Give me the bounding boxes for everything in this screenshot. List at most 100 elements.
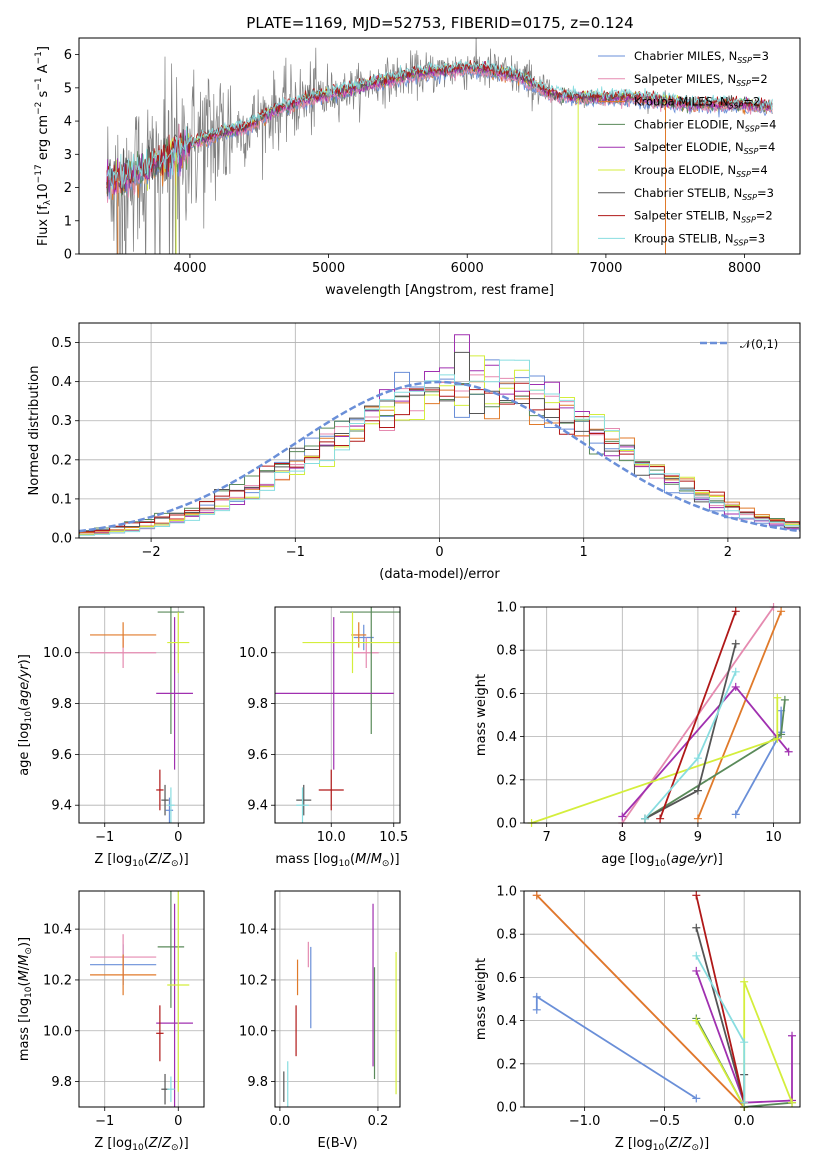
mass-vs-ebv-xtick-label: 0.2 (368, 1114, 389, 1129)
age-vs-mass-spine (274, 606, 401, 824)
residuals-ytick-label: 0.1 (51, 492, 72, 507)
spectrum-ytick-label: 6 (64, 48, 72, 63)
age-vs-Z-plot-area (90, 607, 193, 823)
massweight-vs-age-marker (777, 607, 786, 616)
massweight-vs-Z-marker (532, 992, 541, 1001)
age-vs-Z-ylabel: age [log10(age/yr)] (17, 654, 34, 776)
mass-vs-ebv-plot-area (283, 903, 397, 1107)
age-vs-mass-ytick-label: 9.4 (247, 799, 268, 814)
massweight-vs-Z-marker (740, 1098, 749, 1107)
mass-vs-ebv-frame: 0.0 0.2 9.8 10.0 10.2 10.4 (239, 890, 401, 1129)
massweight-vs-age-series-line (659, 610, 737, 820)
residuals-ytick-label: 0.3 (51, 414, 72, 429)
legend-entry: Kroupa ELODIE, NSSP=4 (634, 163, 768, 179)
mass-vs-ebv-xtick-label: 0.0 (270, 1114, 291, 1129)
massweight-vs-Z-series-line (536, 894, 745, 1108)
mass-vs-Z-ytick-label: 10.4 (43, 923, 72, 938)
mass-vs-ebv-axes (275, 891, 400, 1107)
legend-entry: Chabrier MILES, NSSP=3 (634, 49, 769, 65)
residuals-ytick-label: 0.0 (51, 532, 72, 547)
massweight-vs-age-marker (773, 734, 782, 743)
residuals-xtick-label: −2 (142, 545, 161, 560)
age-vs-mass-errorbar (318, 769, 344, 811)
massweight-vs-Z-marker (532, 1005, 541, 1014)
age-vs-mass-ytick-label: 9.8 (247, 697, 268, 712)
massweight-vs-age-ytick-label: 0.8 (496, 644, 517, 659)
age-vs-Z-errorbar (90, 622, 157, 648)
age-vs-Z-ytick-label: 9.6 (51, 748, 72, 763)
mass-vs-Z-ytick-label: 10.0 (43, 1024, 72, 1039)
residuals-xtick-label: −1 (286, 545, 305, 560)
mass-vs-Z-errorbar (167, 1076, 175, 1102)
age-vs-mass-errorbar (351, 622, 367, 648)
massweight-vs-age-ytick-label: 1.0 (496, 601, 517, 616)
spectrum-ytick-label: 0 (64, 248, 72, 263)
massweight-vs-Z-xtick-label: 0.0 (734, 1114, 755, 1129)
massweight-vs-Z-marker (692, 891, 701, 900)
spectrum-frame: 4000 5000 6000 7000 8000 0 1 2 3 4 5 6 (64, 37, 801, 276)
spectrum-ytick-label: 2 (64, 181, 72, 196)
massweight-vs-Z-ytick-label: 0.8 (496, 928, 517, 943)
mass-vs-ebv-ytick-label: 10.0 (239, 1024, 268, 1039)
mass-vs-ebv-ytick-label: 10.2 (239, 973, 268, 988)
age-vs-Z-ytick-label: 9.4 (51, 799, 72, 814)
massweight-vs-age-marker (656, 814, 665, 823)
massweight-vs-age-xlabel: age [log10(age/yr)] (601, 852, 723, 869)
massweight-vs-Z-spine (523, 890, 801, 1108)
massweight-vs-age-marker (731, 607, 740, 616)
residuals-ytick-label: 0.2 (51, 453, 72, 468)
massweight-vs-Z-frame: −1.0 −0.5 0.0 0.0 0.2 0.4 0.6 0.8 1.0 (496, 885, 801, 1129)
age-vs-Z-errorbar (165, 797, 174, 823)
spectrum-xtick-label: 6000 (451, 261, 484, 276)
mass-vs-Z-ytick-label: 10.2 (43, 973, 72, 988)
age-vs-mass-xtick-label: 10.5 (379, 830, 408, 845)
legend-entry: Salpeter STELIB, NSSP=2 (634, 209, 773, 225)
mass-vs-ebv-xlabel: E(B-V) (317, 1136, 357, 1151)
mass-vs-Z-frame: −1 0 9.8 10.0 10.2 10.4 (43, 890, 205, 1129)
spectrum-legend: Chabrier MILES, NSSP=3 Salpeter MILES, NS… (598, 49, 776, 247)
massweight-vs-age-ytick-label: 0.2 (496, 773, 517, 788)
massweight-vs-Z-marker (740, 977, 749, 986)
age-vs-mass-ytick-label: 10.0 (239, 646, 268, 661)
massweight-vs-age-xtick-label: 8 (618, 830, 626, 845)
legend-entry: Kroupa STELIB, NSSP=3 (634, 231, 765, 247)
massweight-vs-Z-xlabel: Z [log10(Z/Z⊙)] (615, 1136, 709, 1153)
age-vs-Z-spine (78, 606, 205, 824)
spectrum-xtick-label: 7000 (589, 261, 622, 276)
age-vs-Z-xtick-label: 0 (174, 830, 182, 845)
age-vs-mass-xlabel: mass [log10(M/M⊙)] (275, 852, 399, 869)
figure-title: PLATE=1169, MJD=52753, FIBERID=0175, z=0… (246, 14, 633, 32)
spectrum-spine (78, 37, 801, 255)
massweight-vs-Z-series-line (695, 970, 793, 1104)
mass-vs-ebv-ytick-label: 9.8 (247, 1075, 268, 1090)
mass-vs-Z-ytick-label: 9.8 (51, 1075, 72, 1090)
massweight-vs-Z-ytick-label: 0.0 (496, 1101, 517, 1116)
massweight-vs-age-marker (773, 693, 782, 702)
age-vs-Z-errorbar (167, 787, 175, 823)
massweight-vs-Z-marker (788, 1031, 797, 1040)
age-vs-Z-xlabel: Z [log10(Z/Z⊙)] (94, 852, 188, 869)
mass-vs-Z-errorbar (156, 903, 193, 1107)
spectrum-ytick-label: 1 (64, 214, 72, 229)
age-vs-mass-errorbar (296, 787, 309, 823)
spectrum-plot-area (106, 38, 773, 254)
age-vs-mass-errorbar (296, 784, 312, 816)
age-vs-mass-errorbar (302, 612, 400, 674)
spectrum-ytick-label: 3 (64, 148, 72, 163)
massweight-vs-Z-marker (692, 1016, 701, 1025)
massweight-vs-age-marker (731, 639, 740, 648)
residuals-frame: −2 −1 0 1 2 0.0 0.1 0.2 0.3 0.4 0.5 (51, 322, 801, 560)
spectrum-model-line (106, 59, 773, 190)
residuals-xlabel: (data-model)/error (379, 567, 500, 582)
mass-vs-Z-errorbar (157, 891, 185, 1008)
residuals-xtick-label: 2 (724, 545, 732, 560)
spectrum-xlabel: wavelength [Angstrom, rest frame] (325, 283, 554, 298)
age-vs-Z-xtick-label: −1 (95, 830, 114, 845)
massweight-vs-age-xtick-label: 9 (694, 830, 702, 845)
massweight-vs-age-spine (523, 606, 801, 824)
massweight-vs-age-ytick-label: 0.0 (496, 817, 517, 832)
massweight-vs-Z-marker (788, 1098, 797, 1107)
mass-vs-Z-errorbar (90, 954, 157, 996)
massweight-vs-age-marker (777, 730, 786, 739)
